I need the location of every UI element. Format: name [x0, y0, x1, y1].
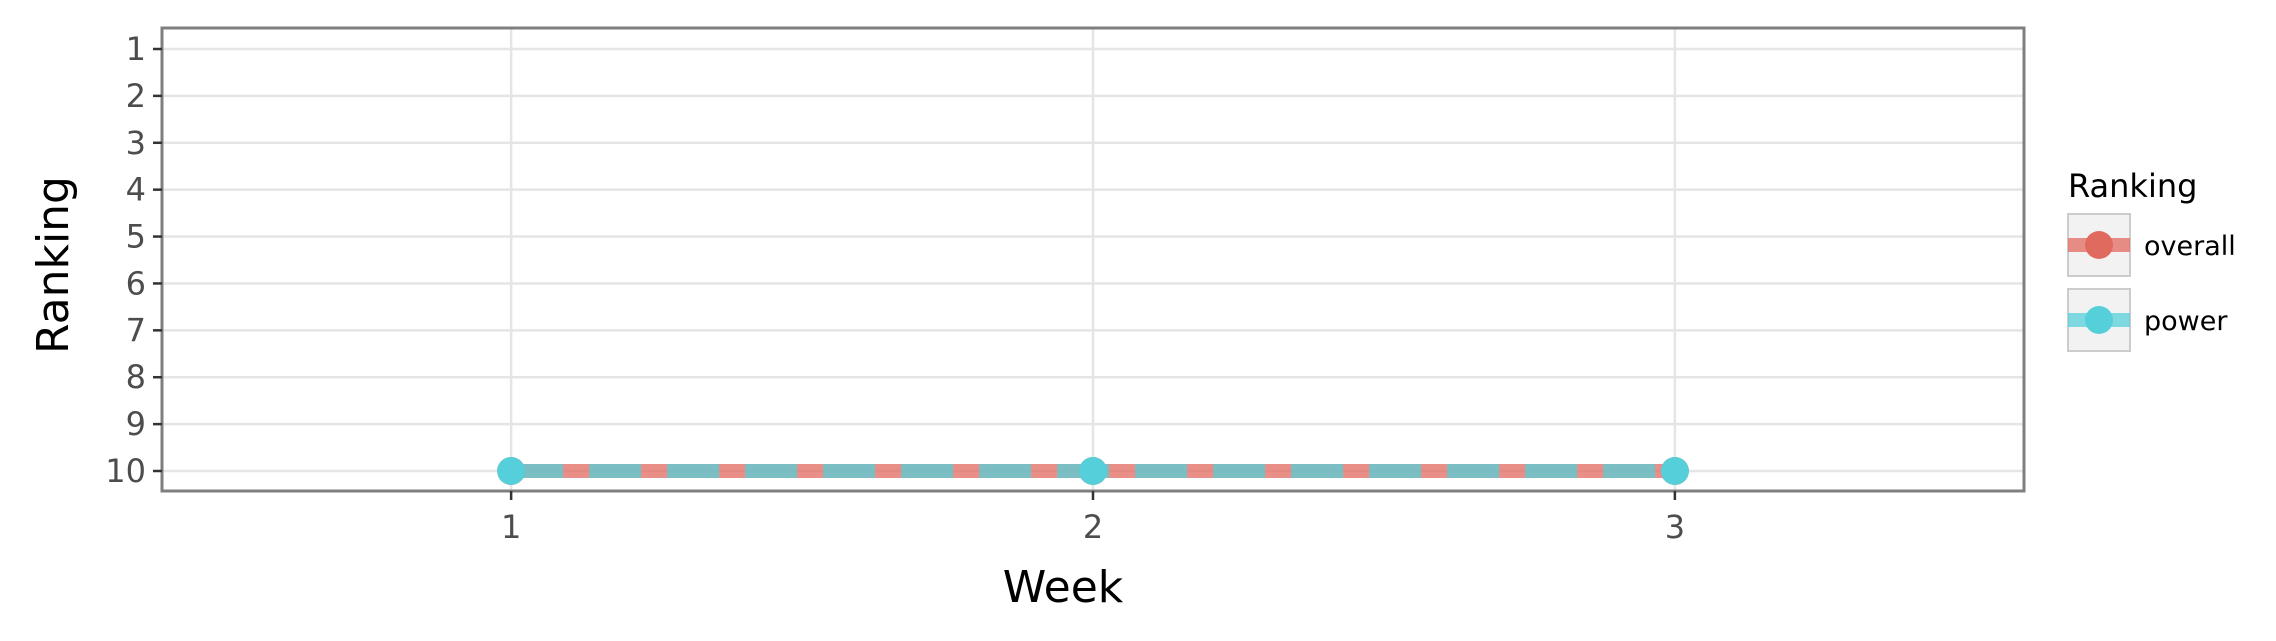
- y-axis-ticks: 1 2 3 4 5 6 7 8 9 10: [105, 30, 162, 490]
- legend-item-power: power: [2067, 288, 2228, 352]
- data-point-power: [1079, 457, 1107, 485]
- y-tick-label: 1: [126, 30, 146, 68]
- legend-label: overall: [2144, 231, 2236, 262]
- x-tick-label: 2: [1083, 508, 1103, 546]
- legend-key-point: [2085, 306, 2113, 334]
- legend: Ranking overall power: [2067, 167, 2236, 352]
- x-tick-label: 1: [501, 508, 521, 546]
- y-tick-label: 5: [126, 218, 146, 256]
- y-axis-title: Ranking: [28, 176, 79, 354]
- data-point-power: [1660, 457, 1689, 485]
- y-tick-label: 4: [126, 171, 146, 209]
- legend-item-overall: overall: [2067, 213, 2236, 277]
- legend-title: Ranking: [2068, 167, 2197, 205]
- x-tick-label: 3: [1665, 508, 1685, 546]
- legend-items: overall power: [2067, 213, 2236, 352]
- y-tick-label: 2: [126, 77, 146, 115]
- legend-key-point: [2085, 231, 2113, 259]
- series-layer: [497, 457, 1689, 485]
- y-tick-label: 6: [126, 264, 146, 302]
- x-axis-title: Week: [1003, 562, 1124, 613]
- y-tick-label: 7: [126, 311, 146, 349]
- y-tick-label: 3: [126, 124, 146, 162]
- y-tick-label: 8: [126, 358, 146, 396]
- data-point-power: [497, 457, 526, 485]
- legend-label: power: [2144, 306, 2228, 337]
- y-tick-label: 9: [126, 405, 146, 443]
- y-tick-label: 10: [105, 452, 146, 490]
- x-axis-ticks: 1 2 3: [501, 491, 1685, 546]
